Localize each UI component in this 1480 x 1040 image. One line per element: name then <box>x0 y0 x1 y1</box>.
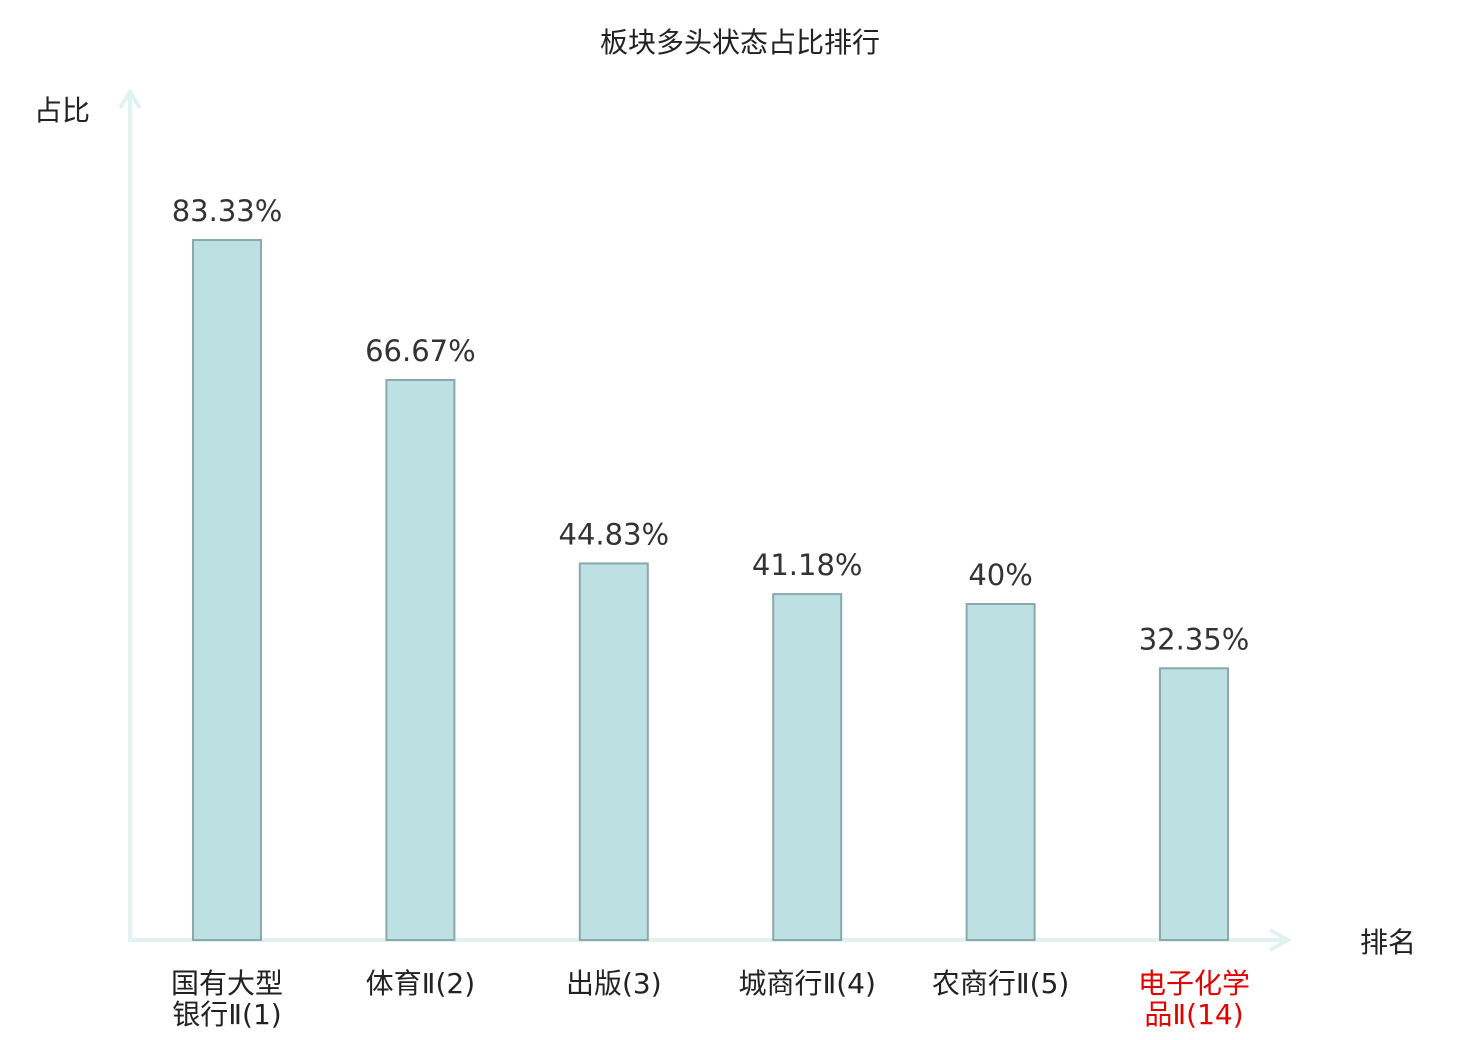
category-label: 电子化学品Ⅱ(14) <box>1138 967 1250 1031</box>
data-label: 32.35% <box>1139 622 1250 656</box>
category-label: 国有大型银行Ⅱ(1) <box>171 967 283 1031</box>
bars <box>192 239 1229 941</box>
category-label-line: 出版(3) <box>566 967 662 1000</box>
data-label: 41.18% <box>752 548 863 582</box>
data-label: 44.83% <box>559 517 670 551</box>
x-axis-label: 排名 <box>1360 926 1416 959</box>
bar <box>965 603 1036 941</box>
category-labels: 国有大型银行Ⅱ(1) 体育Ⅱ(2) 出版(3) 城商行Ⅱ(4) 农商行Ⅱ(5) 电子化学品… <box>171 967 1250 1031</box>
bar <box>192 239 262 941</box>
data-label: 66.67% <box>365 334 476 368</box>
bar <box>578 562 649 941</box>
category-label-line: 电子化学 <box>1138 967 1250 1000</box>
bar <box>385 378 456 941</box>
x-axis: 排名 <box>128 926 1416 959</box>
category-label-line: 银行Ⅱ(1) <box>172 998 281 1031</box>
chart-title: 板块多头状态占比排行 <box>600 26 880 59</box>
category-label: 体育Ⅱ(2) <box>366 967 475 1000</box>
category-label-line: 品Ⅱ(14) <box>1144 998 1243 1031</box>
value-labels: 83.33% 66.67% 44.83% 41.18% 40% 32.35% <box>172 194 1250 656</box>
category-label-line: 农商行Ⅱ(5) <box>932 967 1069 1000</box>
data-label: 83.33% <box>172 194 283 228</box>
x-axis-arrow-icon <box>1269 928 1293 952</box>
y-axis-label: 占比 <box>34 94 90 127</box>
data-label: 40% <box>968 558 1032 592</box>
category-label-line: 城商行Ⅱ(4) <box>738 967 875 1000</box>
category-label: 出版(3) <box>566 967 662 1000</box>
category-label: 城商行Ⅱ(4) <box>738 967 875 1000</box>
y-axis: 占比 <box>34 88 142 940</box>
bar <box>1159 667 1229 941</box>
y-axis-arrow-icon <box>118 88 142 110</box>
bar <box>772 593 843 941</box>
category-label-line: 体育Ⅱ(2) <box>366 967 475 1000</box>
category-label: 农商行Ⅱ(5) <box>932 967 1069 1000</box>
category-label-line: 国有大型 <box>171 967 283 1000</box>
